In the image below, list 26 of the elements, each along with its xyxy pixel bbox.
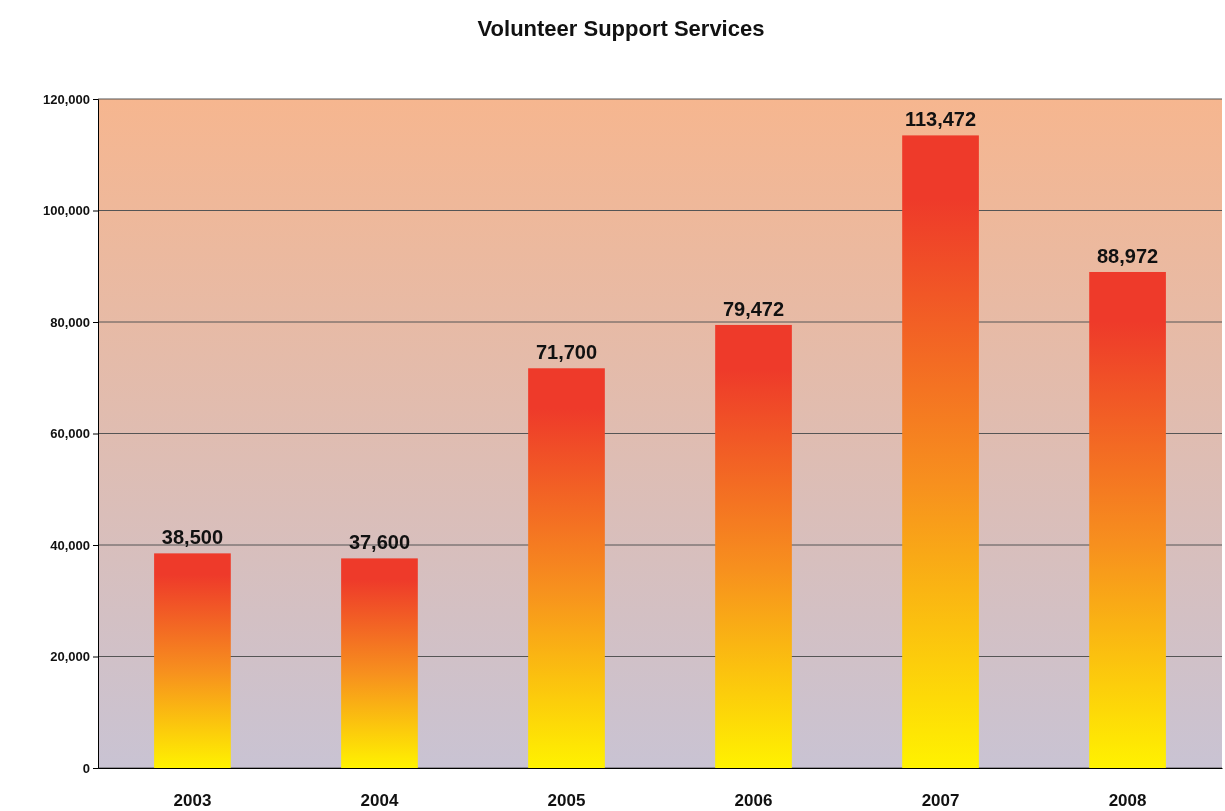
data-label: 79,472 <box>722 297 785 320</box>
bar <box>341 558 418 768</box>
bar <box>902 135 979 768</box>
y-tick-label: 20,000 <box>50 649 90 665</box>
data-label: 37,600 <box>348 531 411 554</box>
y-tick-label: 40,000 <box>50 537 90 553</box>
bar <box>715 324 792 768</box>
data-label: 88,972 <box>1096 244 1159 267</box>
y-tick-label: 120,000 <box>43 91 90 107</box>
data-label: 113,472 <box>904 108 977 131</box>
x-tick-label: 2004 <box>360 791 399 811</box>
y-tick-label: 0 <box>82 760 90 776</box>
data-label: 38,500 <box>161 526 224 549</box>
chart-title: Volunteer Support Services <box>477 16 765 41</box>
y-tick-label: 100,000 <box>43 203 90 219</box>
bar <box>1089 271 1166 768</box>
x-tick-label: 2005 <box>547 791 586 811</box>
y-tick-label: 80,000 <box>50 314 90 330</box>
y-tick-label: 60,000 <box>50 426 90 442</box>
bar <box>528 368 605 768</box>
data-label: 71,700 <box>535 341 598 364</box>
x-tick-label: 2003 <box>173 791 212 811</box>
x-tick-label: 2007 <box>921 791 960 811</box>
bar <box>154 553 231 768</box>
x-tick-label: 2008 <box>1108 791 1147 811</box>
x-tick-label: 2006 <box>734 791 773 811</box>
